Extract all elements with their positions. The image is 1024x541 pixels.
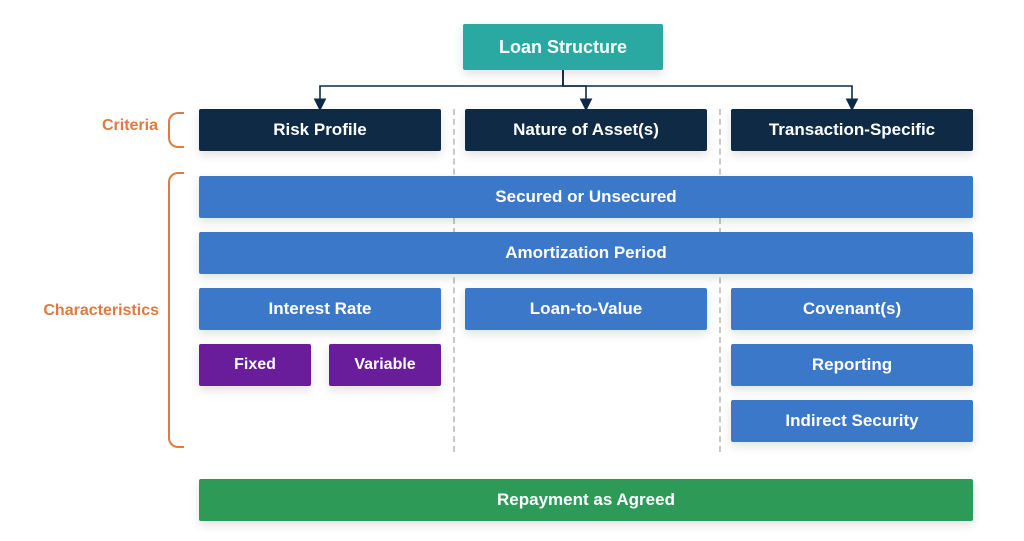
characteristics-bracket — [168, 172, 184, 448]
criteria-bracket — [168, 112, 184, 148]
char-interest-rate: Interest Rate — [199, 288, 441, 330]
root-loan-structure: Loan Structure — [463, 24, 663, 70]
criteria-transaction-specific: Transaction-Specific — [731, 109, 973, 151]
criteria-nature-of-assets: Nature of Asset(s) — [465, 109, 707, 151]
char-loan-to-value: Loan-to-Value — [465, 288, 707, 330]
criteria-label: Criteria — [78, 117, 158, 135]
char-amortization-period: Amortization Period — [199, 232, 973, 274]
divider-2 — [719, 109, 721, 452]
char-variable: Variable — [329, 344, 441, 386]
char-covenants: Covenant(s) — [731, 288, 973, 330]
char-secured-unsecured: Secured or Unsecured — [199, 176, 973, 218]
char-indirect-security: Indirect Security — [731, 400, 973, 442]
divider-1 — [453, 109, 455, 452]
char-fixed: Fixed — [199, 344, 311, 386]
characteristics-label: Characteristics — [14, 302, 159, 320]
criteria-risk-profile: Risk Profile — [199, 109, 441, 151]
char-reporting: Reporting — [731, 344, 973, 386]
footer-repayment: Repayment as Agreed — [199, 479, 973, 521]
